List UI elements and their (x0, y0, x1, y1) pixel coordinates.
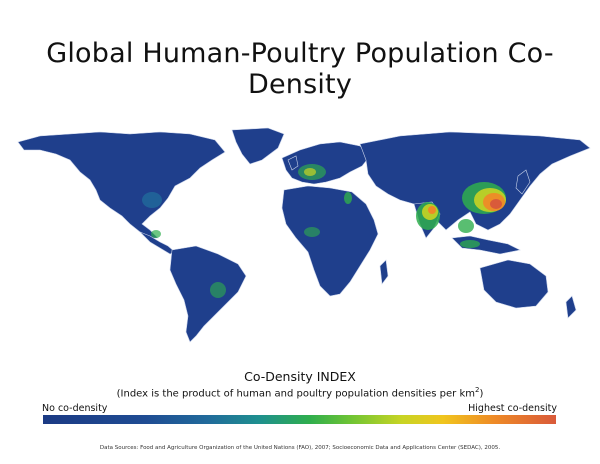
legend-high-label: Highest co-density (468, 403, 557, 414)
legend-title: Co-Density INDEX (244, 369, 356, 384)
world-map-svg (17, 127, 591, 343)
legend-low-label: No co-density (42, 403, 108, 414)
legend-subtitle-text: (Index is the product of human and poult… (116, 388, 475, 400)
legend-subtitle-end: ) (479, 388, 484, 400)
co-density-hotspots (142, 164, 506, 298)
world-map (0, 120, 600, 350)
map-title: Global Human-Poultry Population Co-Densi… (46, 38, 554, 100)
legend-subtitle-superscript: 2 (475, 386, 480, 394)
data-source-note: Data Sources: Food and Agriculture Organ… (99, 445, 501, 451)
legend-color-scale (43, 415, 556, 424)
legend-subtitle: (Index is the product of human and poult… (0, 386, 600, 399)
